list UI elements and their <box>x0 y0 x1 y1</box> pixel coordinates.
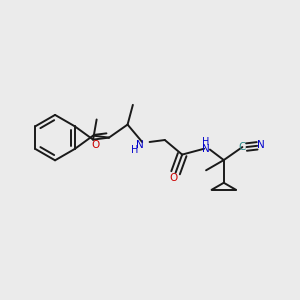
Text: C: C <box>239 142 246 152</box>
Text: H: H <box>131 145 138 155</box>
Text: N: N <box>136 140 144 150</box>
Text: N: N <box>202 144 210 154</box>
Text: N: N <box>257 140 265 150</box>
Text: O: O <box>91 140 99 150</box>
Text: O: O <box>169 173 178 183</box>
Text: H: H <box>202 137 210 147</box>
